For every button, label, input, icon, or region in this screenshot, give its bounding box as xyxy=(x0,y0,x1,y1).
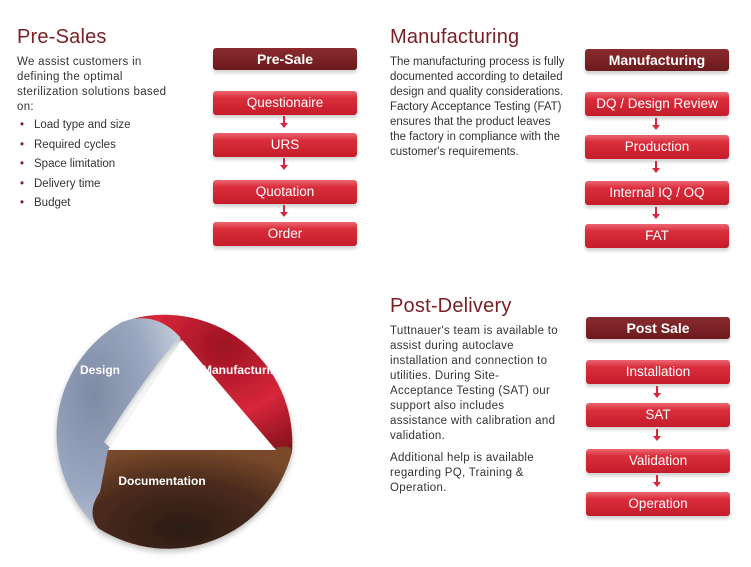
manufacturing-title: Manufacturing xyxy=(390,26,520,48)
flow-arrow xyxy=(280,205,288,217)
presale-flow-header: Pre-Sale xyxy=(213,48,357,70)
flow-arrow xyxy=(653,429,661,441)
postsale-flow-header: Post Sale xyxy=(586,317,730,339)
flow-step-sat: SAT xyxy=(586,403,730,427)
cycle-label-manufacturing: Manufacturing xyxy=(202,363,285,377)
flow-step-urs: URS xyxy=(213,133,357,157)
flow-step-internal-iq-oq: Internal IQ / OQ xyxy=(585,181,729,205)
bullet-item: Delivery time xyxy=(20,175,131,195)
flow-step-operation: Operation xyxy=(586,492,730,516)
bullet-item: Space limitation xyxy=(20,155,131,175)
flow-arrow xyxy=(280,116,288,128)
flow-arrow xyxy=(653,475,661,487)
bullet-item: Load type and size xyxy=(20,116,131,136)
documentation-segment xyxy=(92,446,292,549)
flow-arrow xyxy=(652,207,660,219)
cycle-label-documentation: Documentation xyxy=(118,474,205,488)
flow-step-quotation: Quotation xyxy=(213,180,357,204)
flow-arrow xyxy=(652,118,660,130)
manufacturing-text: The manufacturing process is fully docum… xyxy=(390,56,565,158)
postdelivery-text: Tuttnauer's team is available to assist … xyxy=(390,325,558,442)
lifecycle-diagram: Design Manufacturing Documentation xyxy=(30,292,302,562)
flow-step-validation: Validation xyxy=(586,449,730,473)
flow-arrow xyxy=(652,161,660,173)
flow-arrow xyxy=(280,158,288,170)
design-segment xyxy=(56,318,180,535)
postdelivery-text2: Additional help is available regarding P… xyxy=(390,452,534,494)
postdelivery-title: Post-Delivery xyxy=(390,295,512,317)
flow-step-production: Production xyxy=(585,135,729,159)
bullet-item: Budget xyxy=(20,194,131,214)
flow-step-order: Order xyxy=(213,222,357,246)
presales-intro: We assist customers in defining the opti… xyxy=(17,56,167,113)
presales-title: Pre-Sales xyxy=(17,26,107,48)
bullet-item: Required cycles xyxy=(20,136,131,156)
presales-bullets: Load type and size Required cycles Space… xyxy=(20,116,131,214)
flow-step-questionaire: Questionaire xyxy=(213,91,357,115)
manufacturing-flow-header: Manufacturing xyxy=(585,49,729,71)
flow-step-installation: Installation xyxy=(586,360,730,384)
center-triangle xyxy=(108,340,276,450)
flow-step-fat: FAT xyxy=(585,224,729,248)
cycle-label-design: Design xyxy=(80,363,120,377)
flow-step-dq-design-review: DQ / Design Review xyxy=(585,92,729,116)
flow-arrow xyxy=(653,386,661,398)
